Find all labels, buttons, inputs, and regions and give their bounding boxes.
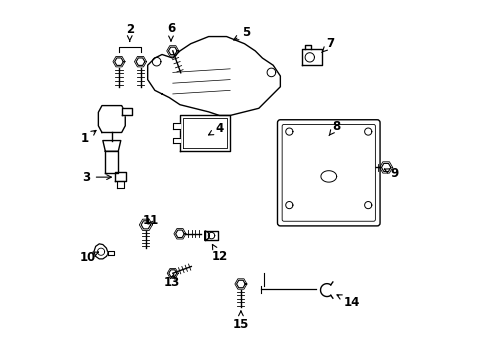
Polygon shape <box>204 231 217 240</box>
Text: 3: 3 <box>82 171 111 184</box>
Polygon shape <box>320 171 336 182</box>
Polygon shape <box>108 251 113 255</box>
Text: 10: 10 <box>79 251 98 264</box>
Text: 8: 8 <box>328 121 339 136</box>
Text: 15: 15 <box>232 311 248 331</box>
Polygon shape <box>147 37 280 116</box>
Text: 1: 1 <box>81 130 96 145</box>
Polygon shape <box>105 151 118 173</box>
Polygon shape <box>102 140 121 151</box>
Text: 5: 5 <box>233 27 250 40</box>
Polygon shape <box>173 138 180 143</box>
Text: 14: 14 <box>336 295 360 309</box>
Polygon shape <box>173 123 180 129</box>
Text: 11: 11 <box>142 214 158 227</box>
Text: 2: 2 <box>125 23 134 41</box>
FancyBboxPatch shape <box>282 125 375 221</box>
Text: 9: 9 <box>384 167 398 180</box>
Text: 6: 6 <box>166 22 175 41</box>
Polygon shape <box>115 172 126 181</box>
Polygon shape <box>180 116 230 151</box>
Text: 12: 12 <box>211 244 227 263</box>
FancyBboxPatch shape <box>277 120 379 226</box>
Polygon shape <box>98 105 125 132</box>
Polygon shape <box>117 181 124 188</box>
Text: 4: 4 <box>208 122 223 135</box>
Polygon shape <box>301 49 321 65</box>
Polygon shape <box>204 231 209 359</box>
Polygon shape <box>94 244 108 259</box>
Text: 13: 13 <box>163 274 180 289</box>
Polygon shape <box>122 108 132 116</box>
Text: 7: 7 <box>321 37 334 53</box>
